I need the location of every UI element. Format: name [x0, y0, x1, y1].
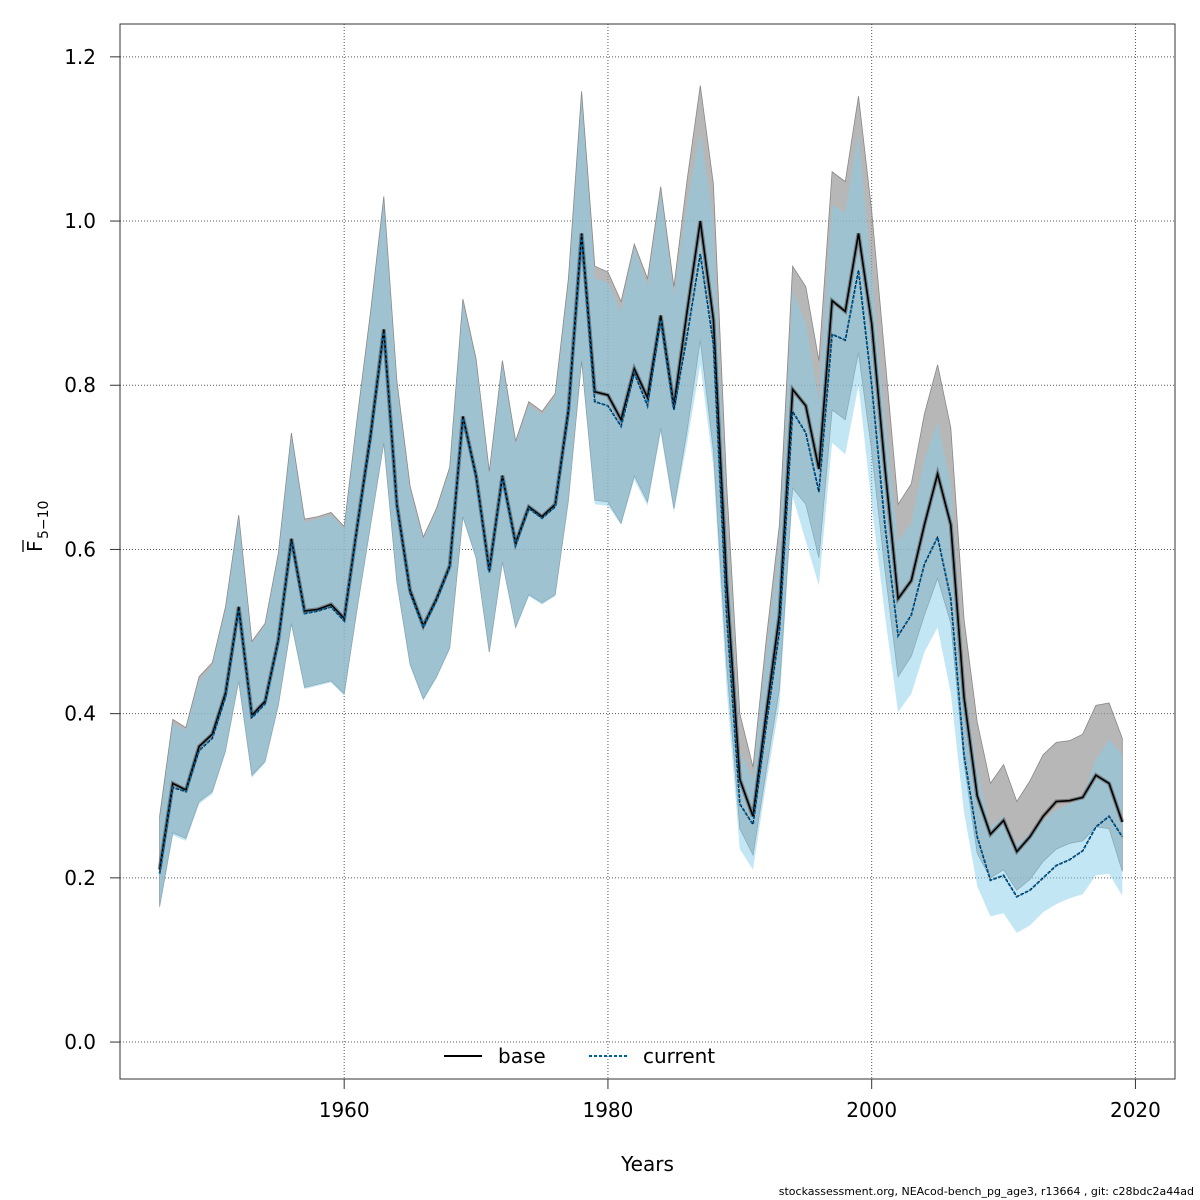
y-tick-label: 0.0	[64, 1030, 96, 1054]
x-axis-title: Years	[620, 1152, 674, 1176]
y-axis-title: F5−10	[22, 501, 52, 552]
y-tick-label: 1.0	[64, 209, 96, 233]
y-axis-title-subscript: 5−10	[36, 501, 52, 539]
y-tick-label: 1.2	[64, 45, 96, 69]
legend-label-base: base	[498, 1044, 546, 1068]
plot-frame	[119, 23, 1176, 1080]
series-lines	[157, 220, 1125, 899]
series-line-base	[158, 220, 1124, 870]
x-tick-label: 2000	[846, 1098, 897, 1122]
y-tick-label: 0.8	[64, 373, 96, 397]
footer-note: stockassessment.org, NEAcod-bench_pg_age…	[778, 1185, 1194, 1198]
series-line-current	[158, 235, 1124, 899]
y-tick-label: 0.4	[64, 702, 96, 726]
confidence-band-current	[159, 97, 1123, 933]
x-tick-label: 1960	[319, 1098, 370, 1122]
series-line-current-overlay	[159, 235, 1123, 898]
y-axis-title-main: F	[23, 540, 47, 552]
y-tick-label: 0.6	[64, 537, 96, 561]
legend: base current	[444, 1044, 715, 1068]
y-axis: 0.0 0.2 0.4 0.6 0.8 1.0 1.2	[64, 45, 120, 1054]
confidence-bands	[159, 85, 1123, 933]
legend-label-current: current	[643, 1044, 715, 1068]
x-tick-label: 1980	[582, 1098, 633, 1122]
x-tick-label: 2020	[1110, 1098, 1161, 1122]
y-tick-label: 0.2	[64, 866, 96, 890]
x-axis: 1960 1980 2000 2020	[319, 1079, 1161, 1122]
